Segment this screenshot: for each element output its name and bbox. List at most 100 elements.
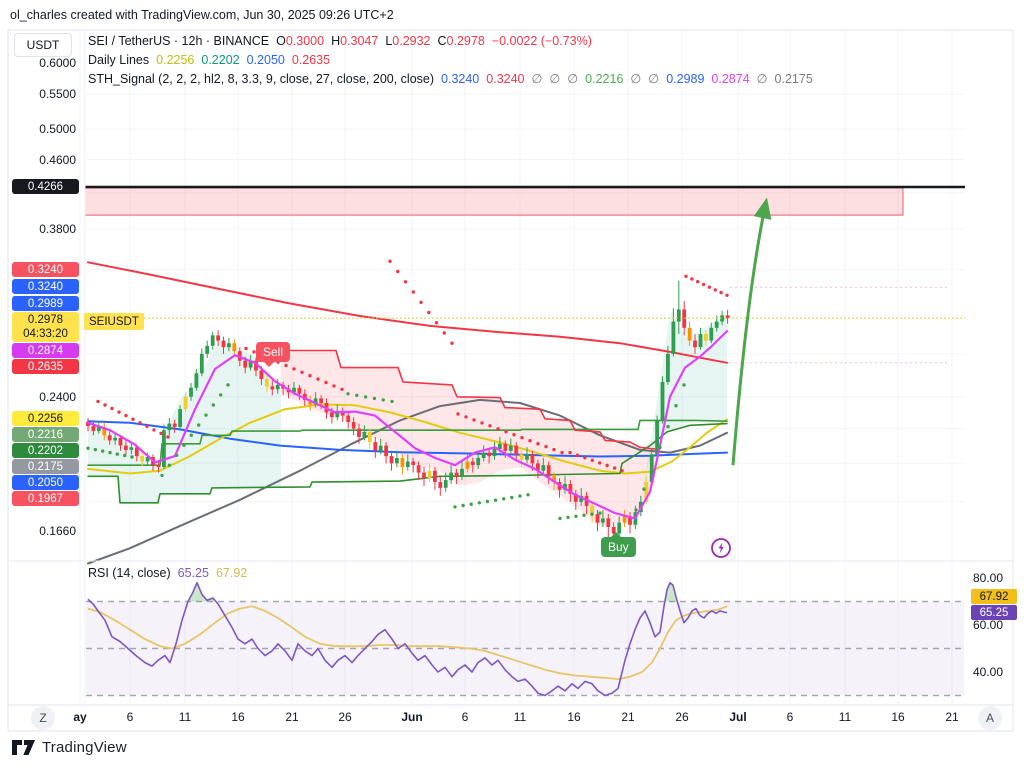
time-axis-tick: 16 xyxy=(891,710,905,724)
price-axis-tick: 0.5500 xyxy=(39,87,76,102)
price-badge: 0.2216 xyxy=(12,427,79,442)
legend-value: ∅ xyxy=(531,72,543,86)
price-badge: 0.3240 xyxy=(12,279,79,294)
price-badge-value: 0.2989 xyxy=(27,297,64,310)
legend-value: 0.2050 xyxy=(246,53,285,67)
ohlc-letter: C xyxy=(437,34,447,48)
ohlc-value: 0.3000 xyxy=(285,34,325,48)
time-axis-tick: ay xyxy=(73,710,87,724)
ohlc-value: 0.3047 xyxy=(340,34,379,48)
legend-value: 0.3240 xyxy=(486,72,525,86)
price-badge: 0.2978 04:33:20 xyxy=(12,312,79,342)
legend-value: 67.92 xyxy=(215,566,248,580)
rsi-title: RSI (14, close) xyxy=(88,566,171,580)
tradingview-logo-icon xyxy=(12,740,35,755)
legend-value: 0.2175 xyxy=(774,72,813,86)
rsi-axis-label: 40.00 xyxy=(973,665,1004,679)
time-axis-tick: 21 xyxy=(285,710,299,724)
time-axis-tick: 6 xyxy=(126,710,134,724)
price-axis-tick: 0.5000 xyxy=(39,122,76,137)
time-axis-tick: 21 xyxy=(621,710,635,724)
rsi-legend[interactable]: RSI (14, close) 65.25 67.92 xyxy=(88,566,247,580)
ohlc-pair: L 0.2932 xyxy=(385,34,430,48)
price-badge-value: 0.4266 xyxy=(27,180,64,193)
currency-button[interactable]: USDT xyxy=(14,33,72,57)
price-badge-value: 0.1967 xyxy=(27,492,64,505)
legend-value: 65.25 xyxy=(177,566,209,580)
change-value: −0.0022 (−0.73%) xyxy=(491,34,592,48)
ohlc-letter: H xyxy=(331,34,341,48)
time-axis-tick: 21 xyxy=(945,710,959,724)
legend-symbol-row[interactable]: SEI / TetherUS · 12h · BINANCE O 0.3000 H 0.… xyxy=(88,34,592,48)
legend-value: ∅ xyxy=(549,72,561,86)
price-axis-tick: 0.3800 xyxy=(39,222,76,237)
price-badge: 0.2202 xyxy=(12,443,79,458)
chart-credit: ol_charles created with TradingView.com,… xyxy=(10,8,394,22)
price-badge-countdown: 04:33:20 xyxy=(23,328,68,340)
price-axis-tick: 0.2400 xyxy=(39,389,76,404)
price-badge-value: 0.2050 xyxy=(27,476,64,489)
time-axis-tick: 11 xyxy=(838,710,852,724)
price-badge: 0.2874 xyxy=(12,343,79,358)
legend-value: 0.3240 xyxy=(441,72,480,86)
ohlc-letter: O xyxy=(276,34,286,48)
ohlc-value: 0.2978 xyxy=(446,34,485,48)
price-badge-value: 0.3240 xyxy=(27,263,64,276)
time-axis-tick: Jun xyxy=(401,710,423,724)
legend-value: 0.2202 xyxy=(201,53,240,67)
legend-value: 0.2256 xyxy=(156,53,195,67)
time-axis-tick: 16 xyxy=(567,710,581,724)
symbol-title[interactable]: SEI / TetherUS · 12h · BINANCE xyxy=(88,34,270,48)
legend-value: 0.2874 xyxy=(711,72,750,86)
price-badge: 0.3240 xyxy=(12,262,79,277)
price-badge-value: 0.2216 xyxy=(27,428,64,441)
daily-lines-title: Daily Lines xyxy=(88,53,150,67)
price-badge: 0.4266 xyxy=(12,179,79,194)
time-axis-tick: 26 xyxy=(338,710,352,724)
time-axis-tick: 16 xyxy=(231,710,245,724)
price-badge-value: 0.2256 xyxy=(27,412,64,425)
legend-value: 0.2635 xyxy=(291,53,331,67)
price-badge-value: 0.3240 xyxy=(27,280,64,293)
ohlc-letter: L xyxy=(385,34,393,48)
rsi-axis-label: 80.00 xyxy=(973,571,1004,585)
ohlc-value: 0.2932 xyxy=(392,34,431,48)
legend-sth-signal-row[interactable]: STH_Signal (2, 2, 2, hl2, 8, 3.3, 9, clo… xyxy=(88,71,813,86)
legend-value: ∅ xyxy=(756,72,768,86)
tradingview-logo[interactable]: TradingView xyxy=(12,739,127,756)
price-badge: 0.2635 xyxy=(12,359,79,374)
lightning-icon[interactable] xyxy=(710,537,732,564)
ohlc-pair: O 0.3000 xyxy=(276,34,324,48)
price-badge: 0.2256 xyxy=(12,411,79,426)
time-axis-tick: 26 xyxy=(675,710,689,724)
sell-signal-label: Sell xyxy=(256,342,291,367)
price-badge-value: 0.2635 xyxy=(27,360,64,373)
rsi-axis-badge: 67.92 xyxy=(971,589,1017,604)
price-badge: 0.2050 xyxy=(12,475,79,490)
price-badge: 0.2175 xyxy=(12,459,79,474)
price-badge: 0.2989 xyxy=(12,296,79,311)
sth-signal-title: STH_Signal (2, 2, 2, hl2, 8, 3.3, 9, clo… xyxy=(88,72,435,86)
price-axis-tick: 0.1660 xyxy=(39,524,76,539)
price-badge-value: 0.2978 xyxy=(27,314,64,326)
price-axis-tick: 0.4600 xyxy=(39,152,76,167)
legend-daily-lines-row[interactable]: Daily Lines 0.2256 0.2202 0.2050 0.2635 xyxy=(88,53,330,67)
scroll-left-button[interactable]: Z xyxy=(31,706,55,730)
legend-value: ∅ xyxy=(567,72,579,86)
symbol-tag: SEIUSDT xyxy=(84,313,144,330)
time-axis-tick: 6 xyxy=(786,710,794,724)
price-axis-tick: 0.6000 xyxy=(39,55,76,70)
legend-value: 0.2989 xyxy=(666,72,705,86)
scroll-right-button[interactable]: A xyxy=(978,706,1002,730)
tradingview-logo-text: TradingView xyxy=(42,739,127,756)
rsi-axis-label: 60.00 xyxy=(973,618,1004,632)
price-badge-value: 0.2202 xyxy=(27,444,64,457)
legend-value: ∅ xyxy=(648,72,660,86)
rsi-axis-badge: 65.25 xyxy=(971,605,1017,620)
price-badge: 0.1967 xyxy=(12,491,79,506)
time-axis-tick: 11 xyxy=(178,710,192,724)
buy-signal-label: Buy xyxy=(601,532,636,557)
time-axis-tick: 6 xyxy=(461,710,469,724)
